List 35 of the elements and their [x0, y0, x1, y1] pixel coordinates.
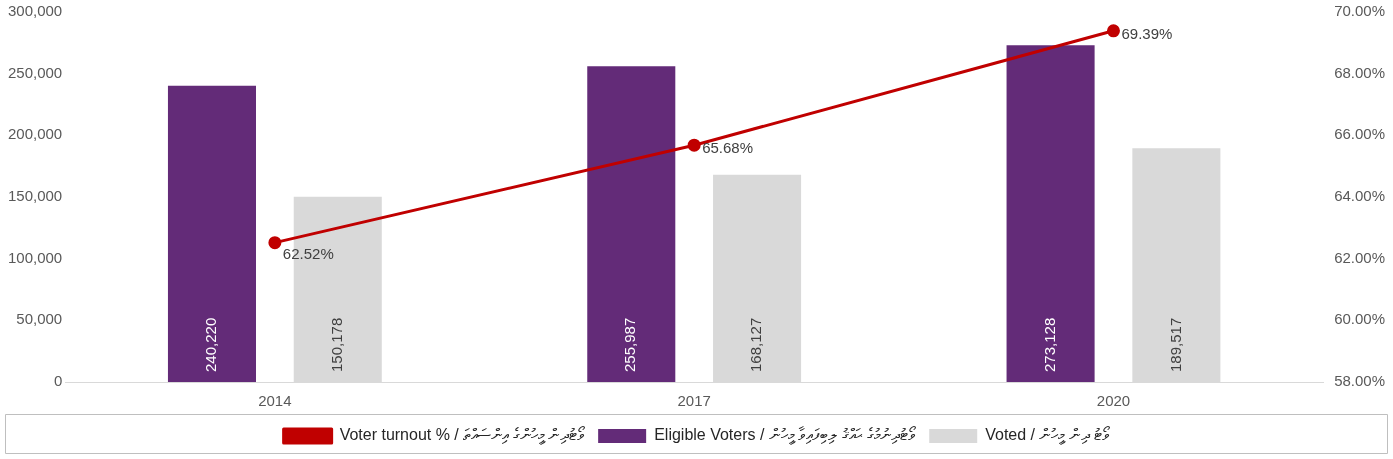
- bar: [587, 66, 676, 382]
- bar: [167, 85, 256, 382]
- data-label: 150,178: [327, 317, 345, 372]
- x-tick-label: 2020: [1096, 392, 1131, 410]
- y-tick-label: 0: [53, 372, 63, 390]
- y-tick-label: 100,000: [7, 248, 63, 266]
- data-label: 62.52%: [282, 244, 334, 262]
- y2-tick-label: 58.00%: [1334, 372, 1385, 390]
- data-label: 255,987: [621, 317, 639, 372]
- data-label: 240,220: [202, 317, 220, 372]
- legend-label: Eligible Voters / ވޯޓުދިނުމުގެ ޙައްޤު ލިބިފައިވާ މީހުން: [654, 426, 917, 446]
- y-tick-label: 300,000: [7, 2, 63, 20]
- y2-tick-label: 70.00%: [1334, 2, 1385, 20]
- legend-label: Voted / ވޯޓު ދިން މީހުން: [985, 426, 1111, 446]
- y2-tick-label: 60.00%: [1334, 310, 1385, 328]
- point: [268, 236, 282, 250]
- data-label: 273,128: [1040, 317, 1058, 372]
- data-label: 189,517: [1166, 317, 1184, 372]
- y-tick-label: 150,000: [7, 187, 63, 205]
- y-tick-label: 50,000: [16, 310, 63, 328]
- data-label: 168,127: [747, 317, 765, 372]
- legend-label: Voter turnout % / ވޯޓުދިން މީހުންގެ އިންސައްތަ: [339, 426, 586, 446]
- point: [687, 138, 701, 152]
- bar: [1006, 45, 1095, 382]
- y2-tick-label: 62.00%: [1334, 248, 1385, 266]
- x-tick-label: 2017: [677, 392, 711, 410]
- y2-tick-label: 66.00%: [1334, 125, 1385, 143]
- x-tick-label: 2014: [258, 392, 292, 410]
- y-tick-label: 250,000: [7, 63, 63, 81]
- y2-tick-label: 68.00%: [1334, 63, 1385, 81]
- data-label: 69.39%: [1121, 24, 1173, 42]
- data-label: 65.68%: [702, 139, 754, 157]
- point: [1106, 24, 1120, 38]
- y-tick-label: 200,000: [7, 125, 63, 143]
- y2-tick-label: 64.00%: [1334, 187, 1385, 205]
